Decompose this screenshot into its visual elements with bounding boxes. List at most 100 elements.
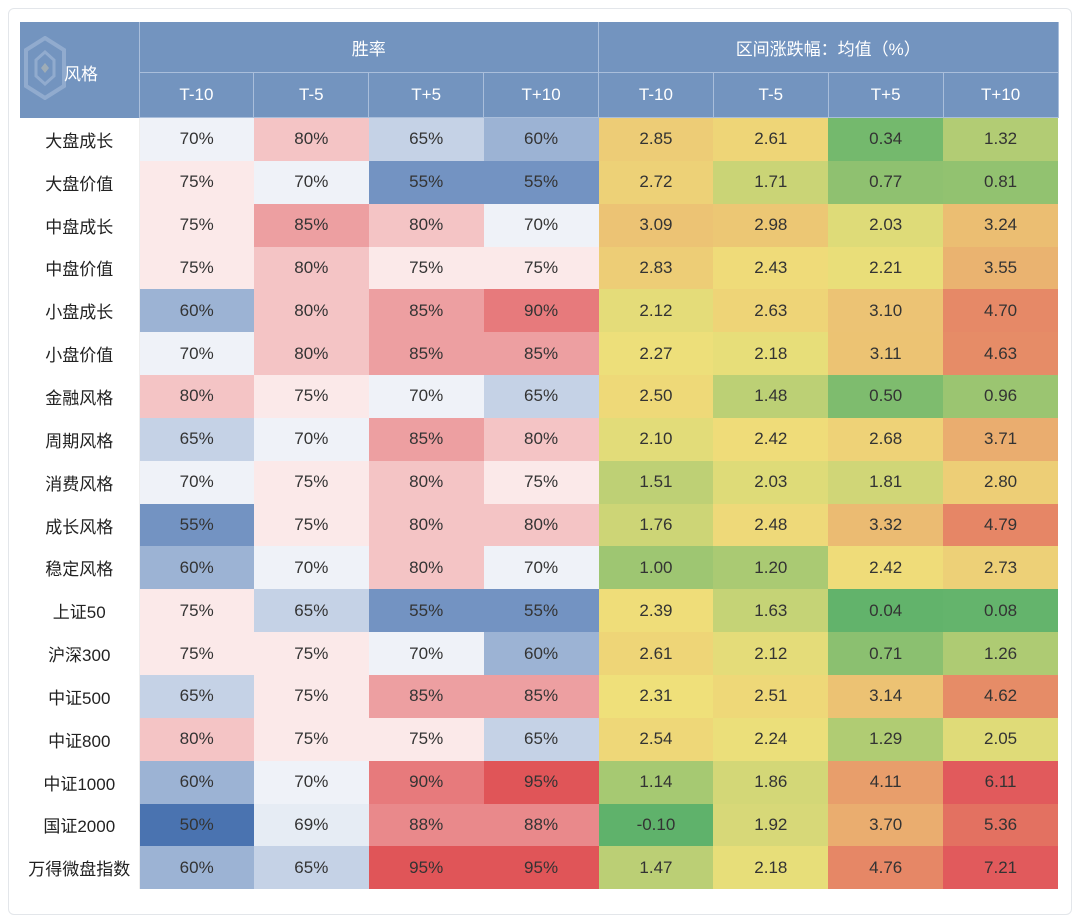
return-mean-cell: 0.04 bbox=[828, 589, 944, 633]
return-mean-cell: 1.81 bbox=[828, 460, 944, 504]
style-name-cell: 大盘价值 bbox=[20, 160, 140, 204]
return-mean-cell: 2.05 bbox=[943, 717, 1058, 761]
win-rate-cell: 70% bbox=[139, 460, 254, 504]
win-rate-cell: 75% bbox=[253, 632, 369, 675]
win-rate-cell: 65% bbox=[253, 589, 369, 633]
win-rate-cell: 85% bbox=[368, 332, 484, 376]
win-rate-cell: 75% bbox=[139, 632, 254, 675]
win-rate-cell: 95% bbox=[483, 846, 599, 890]
win-rate-cell: 85% bbox=[368, 417, 484, 461]
style-name-cell: 中证1000 bbox=[20, 760, 140, 804]
table-row: 中盘价值 75% 80% 75% 75% 2.83 2.43 2.21 3.55 bbox=[20, 246, 1058, 290]
style-name-cell: 金融风格 bbox=[20, 375, 140, 418]
win-rate-group-header: 胜率 bbox=[139, 22, 599, 73]
return-mean-cell: 2.42 bbox=[713, 417, 829, 461]
win-rate-cell: 75% bbox=[253, 460, 369, 504]
style-name-cell: 万得微盘指数 bbox=[20, 846, 140, 890]
logo-icon bbox=[24, 36, 66, 100]
win-rate-cell: 70% bbox=[483, 546, 599, 590]
win-rate-cell: 75% bbox=[253, 375, 369, 418]
win-rate-cell: 75% bbox=[253, 717, 369, 761]
return-mean-cell: 6.11 bbox=[943, 760, 1058, 804]
return-mean-cell: 1.00 bbox=[598, 546, 714, 590]
return-mean-cell: 2.27 bbox=[598, 332, 714, 376]
win-rate-period-header: T+10 bbox=[483, 72, 599, 118]
win-rate-cell: 80% bbox=[368, 503, 484, 547]
win-rate-cell: 60% bbox=[483, 632, 599, 675]
win-rate-cell: 95% bbox=[483, 760, 599, 804]
win-rate-cell: 80% bbox=[253, 332, 369, 376]
table-row: 大盘成长 70% 80% 65% 60% 2.85 2.61 0.34 1.32 bbox=[20, 117, 1058, 161]
win-rate-cell: 75% bbox=[368, 246, 484, 290]
return-mean-cell: 5.36 bbox=[943, 803, 1058, 847]
return-mean-cell: 1.86 bbox=[713, 760, 829, 804]
return-mean-cell: 3.14 bbox=[828, 674, 944, 718]
win-rate-cell: 80% bbox=[368, 546, 484, 590]
win-rate-cell: 80% bbox=[139, 717, 254, 761]
return-mean-cell: 2.51 bbox=[713, 674, 829, 718]
win-rate-cell: 80% bbox=[253, 246, 369, 290]
return-mean-cell: 2.61 bbox=[713, 117, 829, 161]
style-name-cell: 中盘价值 bbox=[20, 246, 140, 290]
return-mean-cell: 1.48 bbox=[713, 375, 829, 418]
return-mean-cell: 2.10 bbox=[598, 417, 714, 461]
win-rate-cell: 70% bbox=[253, 417, 369, 461]
win-rate-cell: 65% bbox=[139, 417, 254, 461]
return-mean-cell: 2.50 bbox=[598, 375, 714, 418]
return-mean-cell: 0.81 bbox=[943, 160, 1058, 204]
win-rate-cell: 70% bbox=[253, 160, 369, 204]
win-rate-cell: 80% bbox=[483, 503, 599, 547]
win-rate-period-header: T-5 bbox=[253, 72, 370, 118]
return-mean-cell: 4.11 bbox=[828, 760, 944, 804]
win-rate-cell: 75% bbox=[368, 717, 484, 761]
return-period-header: T+5 bbox=[828, 72, 944, 118]
return-mean-cell: 1.51 bbox=[598, 460, 714, 504]
return-mean-cell: 4.70 bbox=[943, 289, 1058, 333]
table-row: 上证50 75% 65% 55% 55% 2.39 1.63 0.04 0.08 bbox=[20, 589, 1058, 633]
style-performance-table: 风格 胜率 区间涨跌幅：均值（%） T-10 T-5 T+5 T+10 T-10 T-5 T… bbox=[20, 22, 1059, 890]
return-mean-cell: 1.63 bbox=[713, 589, 829, 633]
win-rate-cell: 60% bbox=[139, 760, 254, 804]
return-period-header: T-5 bbox=[713, 72, 829, 118]
win-rate-cell: 70% bbox=[368, 632, 484, 675]
win-rate-cell: 88% bbox=[483, 803, 599, 847]
return-mean-cell: 3.24 bbox=[943, 203, 1058, 247]
return-mean-cell: 2.83 bbox=[598, 246, 714, 290]
return-mean-cell: 2.68 bbox=[828, 417, 944, 461]
style-column-header: 风格 bbox=[64, 65, 98, 84]
win-rate-cell: 75% bbox=[139, 203, 254, 247]
return-period-header: T-10 bbox=[598, 72, 714, 118]
return-mean-cell: 2.85 bbox=[598, 117, 714, 161]
table-row: 中盘成长 75% 85% 80% 70% 3.09 2.98 2.03 3.24 bbox=[20, 203, 1058, 247]
table-row: 中证500 65% 75% 85% 85% 2.31 2.51 3.14 4.62 bbox=[20, 674, 1058, 718]
win-rate-cell: 80% bbox=[139, 375, 254, 418]
style-name-cell: 中证800 bbox=[20, 717, 140, 761]
win-rate-cell: 85% bbox=[368, 289, 484, 333]
return-mean-cell: 3.71 bbox=[943, 417, 1058, 461]
return-mean-cell: 2.61 bbox=[598, 632, 714, 675]
win-rate-cell: 75% bbox=[483, 246, 599, 290]
return-mean-cell: 1.29 bbox=[828, 717, 944, 761]
return-mean-cell: 2.12 bbox=[713, 632, 829, 675]
win-rate-cell: 65% bbox=[483, 375, 599, 418]
style-name-cell: 中证500 bbox=[20, 674, 140, 718]
table-row: 金融风格 80% 75% 70% 65% 2.50 1.48 0.50 0.96 bbox=[20, 375, 1058, 418]
style-name-cell: 小盘成长 bbox=[20, 289, 140, 333]
win-rate-cell: 65% bbox=[253, 846, 369, 890]
return-mean-cell: 0.77 bbox=[828, 160, 944, 204]
table-row: 大盘价值 75% 70% 55% 55% 2.72 1.71 0.77 0.81 bbox=[20, 160, 1058, 204]
return-mean-cell: 2.39 bbox=[598, 589, 714, 633]
return-mean-cell: 0.34 bbox=[828, 117, 944, 161]
style-name-cell: 稳定风格 bbox=[20, 546, 140, 590]
return-mean-cell: 2.72 bbox=[598, 160, 714, 204]
win-rate-cell: 90% bbox=[483, 289, 599, 333]
win-rate-cell: 75% bbox=[139, 160, 254, 204]
return-mean-cell: -0.10 bbox=[598, 803, 714, 847]
table-row: 万得微盘指数 60% 65% 95% 95% 1.47 2.18 4.76 7.21 bbox=[20, 846, 1058, 890]
return-mean-cell: 4.62 bbox=[943, 674, 1058, 718]
table-row: 小盘成长 60% 80% 85% 90% 2.12 2.63 3.10 4.70 bbox=[20, 289, 1058, 333]
return-mean-cell: 2.48 bbox=[713, 503, 829, 547]
style-name-cell: 成长风格 bbox=[20, 503, 140, 547]
return-mean-cell: 1.26 bbox=[943, 632, 1058, 675]
table-row: 中证800 80% 75% 75% 65% 2.54 2.24 1.29 2.05 bbox=[20, 717, 1058, 761]
